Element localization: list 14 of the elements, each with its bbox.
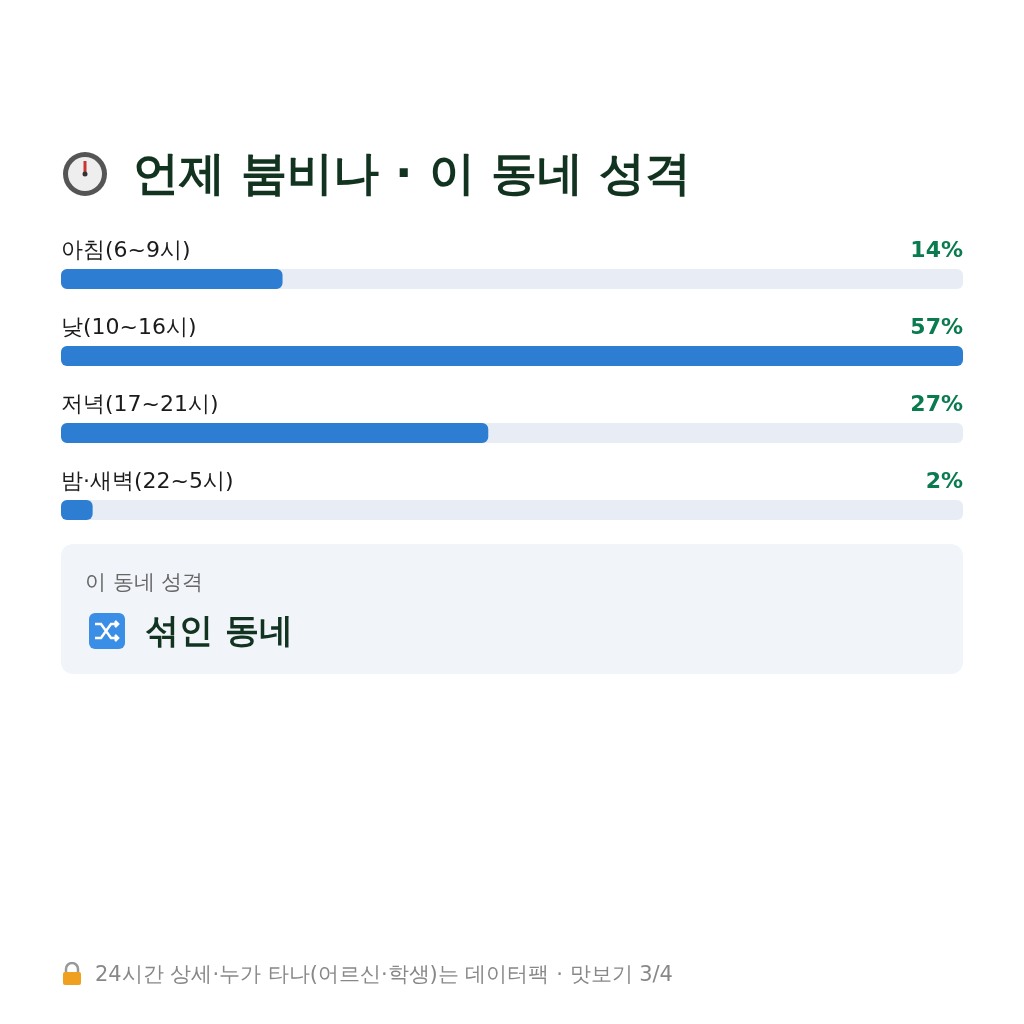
text: 섞인 동네	[145, 609, 293, 652]
data-label: 57%	[910, 314, 963, 339]
y-tick-label: 아침(6~9시)	[61, 237, 191, 262]
bar	[61, 500, 93, 520]
data-label: 14%	[910, 237, 963, 262]
bar	[61, 269, 283, 289]
text: 이 동네 성격	[85, 569, 204, 596]
y-tick-label: 저녁(17~21시)	[61, 391, 219, 416]
y-tick-label: 밤·새벽(22~5시)	[61, 468, 234, 493]
chart-title: 언제 붐비나 · 이 동네 성격	[133, 145, 691, 202]
data-label: 2%	[925, 468, 963, 493]
y-tick-label: 낮(10~16시)	[61, 314, 197, 339]
data-label: 27%	[910, 391, 963, 416]
text: 24시간 상세·누가 타나(어르신·학생)는 데이터팩 · 맛보기 3/4	[95, 961, 673, 988]
